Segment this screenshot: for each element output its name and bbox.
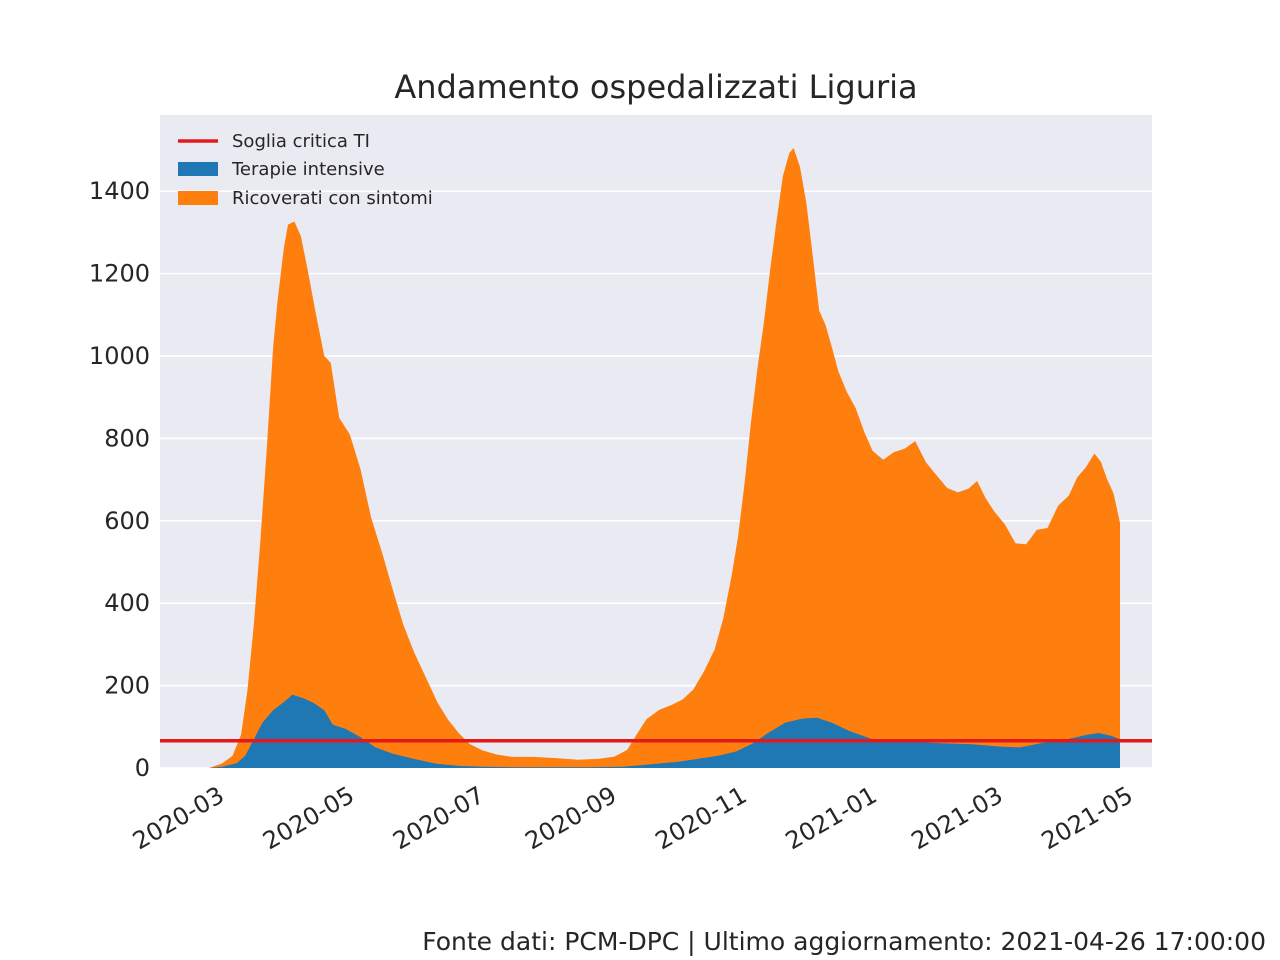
x-tick-label: 2021-01 [781,781,882,855]
y-tick-label: 1000 [89,342,150,370]
y-axis-ticks: 0 200 400 600 800 1000 1200 1400 [89,177,150,782]
series-area-ricoverati [209,148,1121,768]
x-tick-label: 2020-07 [388,781,489,855]
x-tick-label: 2020-03 [128,781,229,855]
legend-swatch-ward [178,191,218,205]
legend-swatch-icu [178,162,218,176]
series-area-terapie-intensive [209,694,1121,768]
footer-source: Fonte dati: PCM-DPC | Ultimo aggiornamen… [422,927,1266,956]
legend: Soglia critica TI Terapie intensive Rico… [178,131,433,209]
x-tick-label: 2021-05 [1037,781,1138,855]
x-tick-label: 2020-05 [258,781,359,855]
y-tick-label: 800 [104,424,150,452]
x-tick-label: 2020-11 [651,781,752,855]
y-tick-label: 0 [135,754,150,782]
y-tick-label: 200 [104,672,150,700]
area-series [209,148,1121,768]
legend-label-ward: Ricoverati con sintomi [232,188,433,209]
y-tick-label: 1200 [89,260,150,288]
x-tick-label: 2020-09 [521,781,622,855]
y-tick-label: 1400 [89,177,150,205]
y-tick-label: 600 [104,507,150,535]
y-tick-label: 400 [104,589,150,617]
chart-title: Andamento ospedalizzati Liguria [394,68,917,106]
x-tick-label: 2021-03 [907,781,1008,855]
legend-label-icu: Terapie intensive [231,159,385,180]
legend-label-threshold: Soglia critica TI [232,131,370,152]
x-axis-ticks: 2020-03 2020-05 2020-07 2020-09 2020-11 2021-… [128,781,1138,855]
